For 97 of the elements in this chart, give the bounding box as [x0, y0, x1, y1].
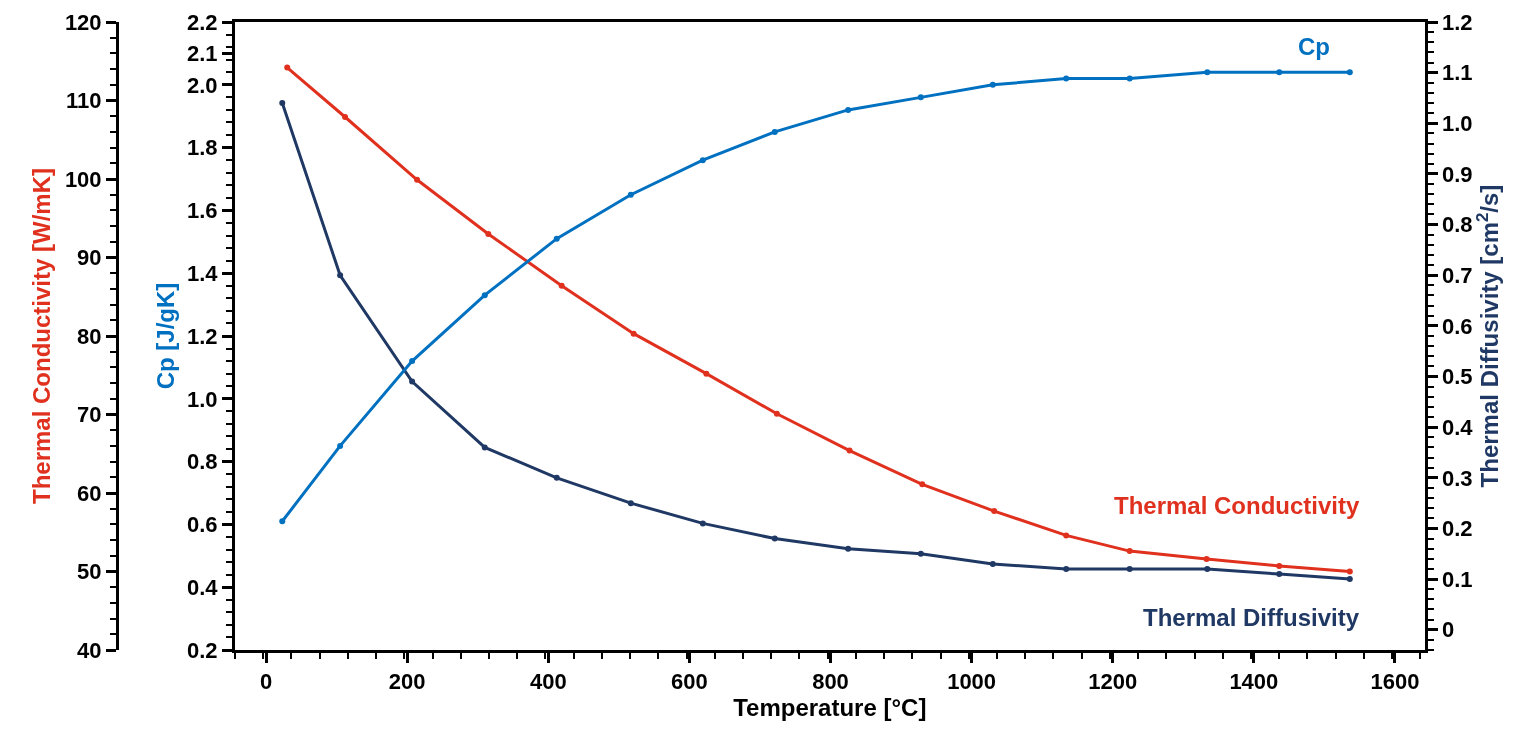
y3-tick-label: 0.8 — [187, 449, 218, 475]
point — [1276, 563, 1283, 570]
point — [703, 370, 710, 377]
point — [558, 282, 565, 289]
point — [1126, 75, 1133, 82]
y3-tick-label: 2.0 — [187, 72, 218, 98]
y2-tick-label: 0.8 — [1442, 212, 1473, 238]
point — [279, 100, 286, 107]
y2-tick-label: 0.4 — [1442, 414, 1474, 440]
y3-tick-label: 1.6 — [187, 198, 218, 224]
point — [630, 330, 637, 337]
y3-tick-label: 1.2 — [187, 323, 218, 349]
point — [771, 535, 778, 542]
point — [553, 235, 560, 242]
point — [1204, 69, 1211, 76]
series-label: Cp — [1298, 33, 1330, 60]
y2-tick-label: 0.6 — [1442, 313, 1473, 339]
x-tick-label: 600 — [671, 669, 708, 695]
y3-tick-label: 0.6 — [187, 512, 218, 538]
point — [845, 545, 852, 552]
y-tick-label: 120 — [64, 9, 102, 35]
y2-tick-label: 0.7 — [1442, 262, 1473, 288]
point — [1276, 69, 1283, 76]
point — [845, 106, 852, 113]
x-tick-label: 0 — [259, 669, 273, 695]
y-tick-label: 70 — [77, 402, 102, 428]
point — [284, 64, 291, 71]
y2-tick-label: 0.2 — [1442, 516, 1473, 542]
x-axis-title: Temperature [°C] — [733, 694, 927, 722]
series-label: Thermal Diffusivity — [1143, 604, 1360, 631]
y-tick-label: 90 — [77, 245, 102, 271]
x-tick-label: 1600 — [1370, 669, 1420, 695]
x-tick-label: 400 — [529, 669, 567, 695]
point — [1203, 555, 1210, 562]
point — [917, 94, 924, 101]
y2-tick-label: 1.1 — [1442, 60, 1473, 86]
point — [1346, 69, 1353, 76]
y-tick-label: 110 — [66, 88, 102, 114]
point — [553, 474, 560, 481]
point — [481, 292, 488, 299]
y2-tick-label: 0 — [1442, 617, 1455, 643]
point — [919, 481, 926, 488]
point — [337, 272, 344, 279]
point — [1276, 571, 1283, 578]
point — [1063, 75, 1070, 82]
y3-tick-label: 0.2 — [187, 637, 218, 663]
x-tick-label: 800 — [812, 669, 849, 695]
point — [917, 550, 924, 557]
point — [409, 358, 416, 365]
y2-tick-label: 1.2 — [1442, 9, 1473, 35]
point — [773, 410, 780, 417]
point — [279, 518, 286, 525]
point — [481, 444, 488, 451]
y-axis-title: Thermal Conductivity [W/mK] — [27, 167, 55, 505]
point — [771, 128, 778, 135]
point — [1204, 565, 1211, 572]
y3-tick-label: 0.4 — [187, 574, 219, 600]
x-tick-label: 200 — [388, 669, 426, 695]
y2-tick-label: 1.0 — [1442, 110, 1473, 136]
point — [337, 442, 344, 449]
point — [414, 176, 421, 183]
y2-tick-label: 0.9 — [1442, 161, 1473, 187]
y-tick-label: 100 — [64, 166, 102, 192]
point — [989, 560, 996, 567]
point — [627, 191, 634, 198]
point — [485, 230, 492, 237]
point — [1063, 565, 1070, 572]
point — [699, 520, 706, 527]
point — [989, 81, 996, 88]
point — [627, 500, 634, 507]
y3-tick-label: 2.2 — [187, 9, 218, 35]
y-tick-label: 80 — [77, 323, 102, 349]
x-tick-label: 1200 — [1088, 669, 1138, 695]
point — [1126, 565, 1133, 572]
y-tick-label: 60 — [77, 480, 102, 506]
y2-tick-label: 0.5 — [1442, 364, 1473, 390]
y2-tick-label: 0.1 — [1442, 566, 1473, 592]
point — [1063, 532, 1070, 539]
point — [1346, 568, 1353, 575]
y-tick-label: 50 — [77, 559, 102, 585]
y3-tick-label: 1.8 — [187, 135, 218, 161]
y3-tick-label: 1.4 — [187, 260, 219, 286]
point — [1346, 576, 1353, 583]
y-tick-label: 40 — [77, 637, 102, 663]
point — [846, 447, 853, 454]
y3-axis-title: Cp [J/gK] — [152, 282, 180, 390]
point — [342, 113, 349, 120]
point — [699, 157, 706, 164]
y3-tick-label: 2.1 — [187, 41, 218, 67]
y3-tick-label: 1.0 — [187, 386, 218, 412]
point — [409, 378, 416, 385]
x-tick-label: 1400 — [1229, 669, 1279, 695]
point — [1126, 548, 1133, 555]
point — [991, 508, 998, 515]
series-label: Thermal Conductivity — [1114, 492, 1361, 519]
x-tick-label: 1000 — [947, 669, 997, 695]
y2-tick-label: 0.3 — [1442, 465, 1473, 491]
